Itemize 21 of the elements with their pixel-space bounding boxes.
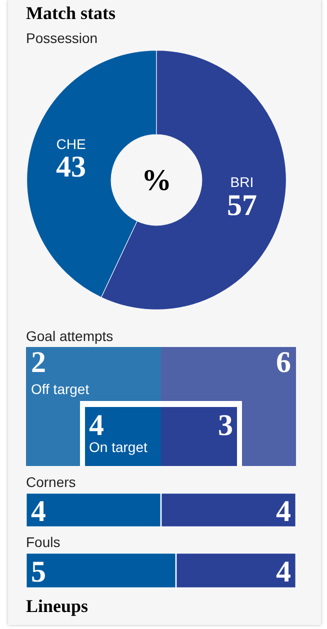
- text: Lineups: [26, 596, 88, 616]
- data-label: 3: [218, 409, 233, 442]
- text: %: [142, 164, 172, 197]
- data-label: 4: [89, 409, 104, 442]
- data-label: 57: [226, 188, 257, 222]
- slice-label: BRI: [230, 174, 254, 190]
- chart-title: Match stats: [26, 3, 116, 23]
- text: Goal attempts: [26, 328, 114, 344]
- data-label: 5: [31, 555, 46, 588]
- data-label: 4: [31, 494, 46, 528]
- category-label: Off target: [31, 381, 90, 397]
- data-label: 4: [276, 494, 291, 528]
- chart-title: Corners: [26, 474, 76, 490]
- chart-title: Fouls: [26, 534, 60, 550]
- data-label: 4: [276, 555, 291, 588]
- chart-subtitle: Possession: [26, 30, 98, 46]
- category-label: On target: [89, 439, 148, 455]
- data-label: 2: [31, 346, 46, 379]
- slice-label: CHE: [56, 136, 86, 152]
- data-label: 43: [56, 150, 86, 184]
- data-label: 6: [276, 346, 291, 379]
